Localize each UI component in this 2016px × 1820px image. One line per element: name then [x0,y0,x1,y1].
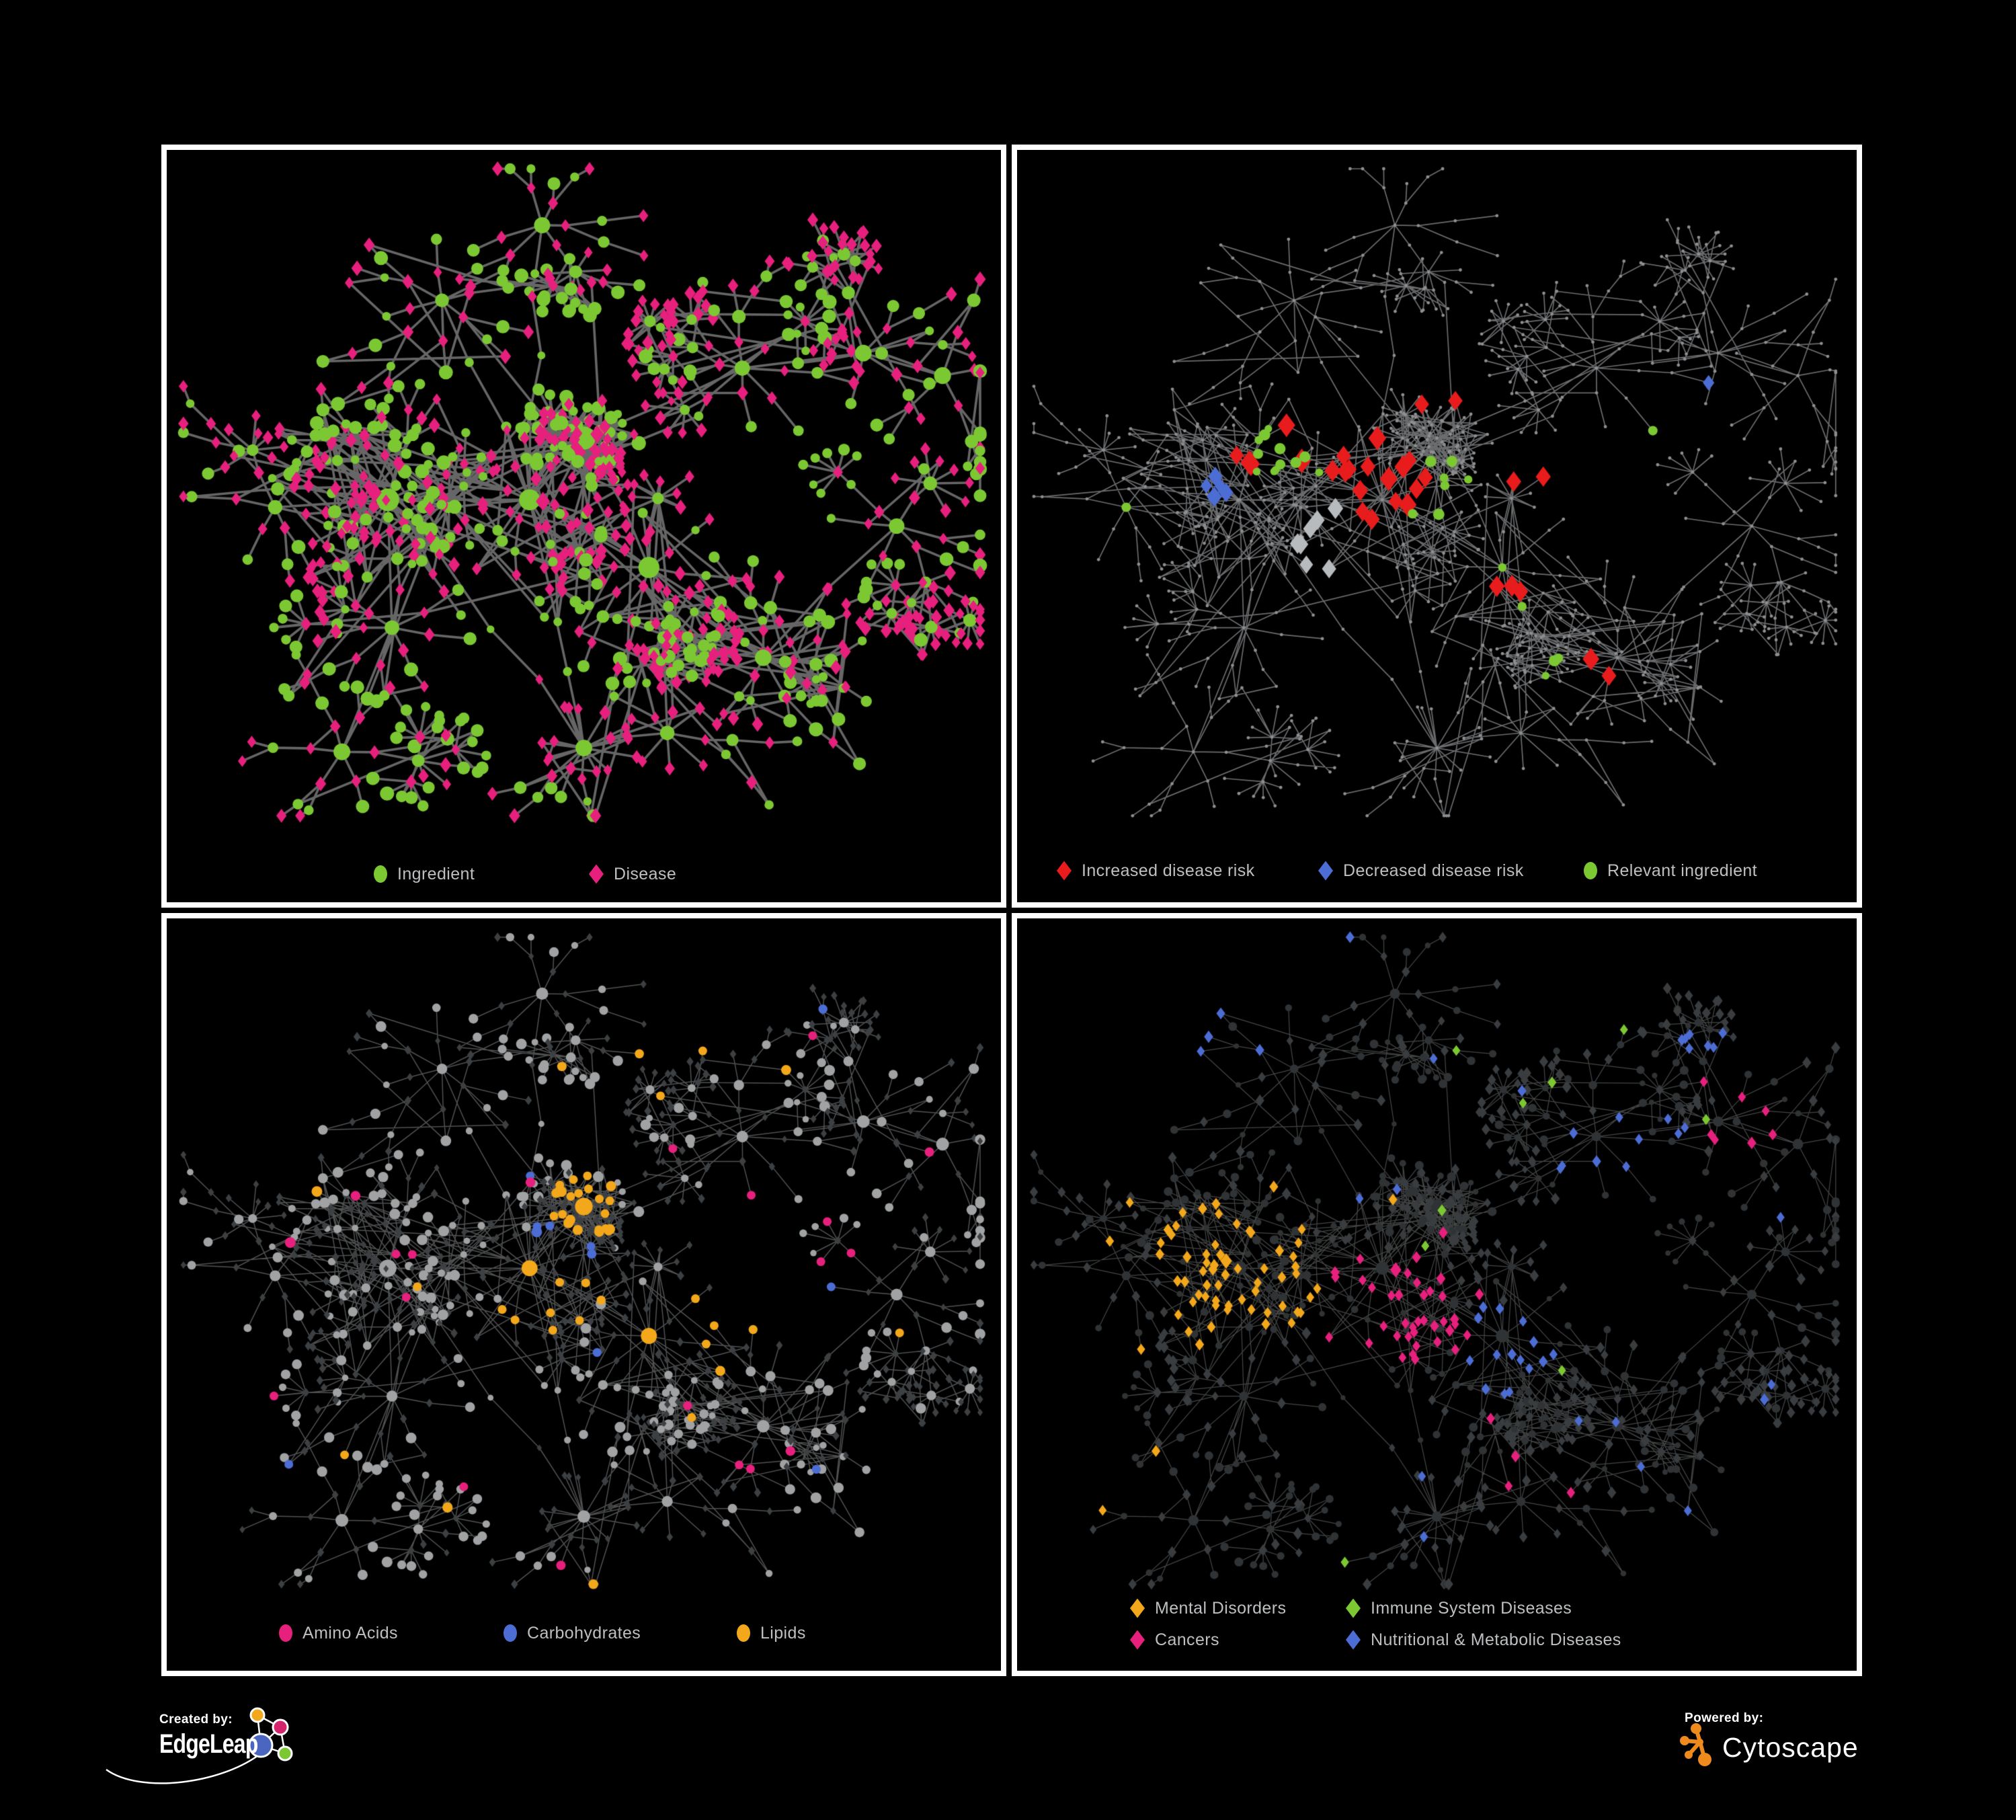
panel-ingredient-disease: Ingredient Disease [161,145,1006,908]
diamond-marker-icon [1318,861,1333,881]
legend-item-immune-system-diseases: Immune System Diseases [1346,1598,1572,1618]
legend-label: Mental Disorders [1155,1598,1287,1618]
network-canvas-ingredient-disease [167,150,1001,902]
legend-label: Immune System Diseases [1371,1598,1572,1618]
legend-label: Ingredient [397,864,475,883]
diamond-marker-icon [1130,1630,1145,1650]
created-by-label: Created by: [159,1712,233,1727]
edgeleap-wordmark: EdgeLeap [159,1729,258,1759]
network-canvas-disease-risk [1017,150,1857,902]
legend-label: Relevant ingredient [1607,861,1758,880]
legend-item-decreased-disease-risk: Decreased disease risk [1318,861,1524,881]
legend-label: Carbohydrates [527,1623,641,1643]
ellipse-marker-icon [279,1624,292,1642]
legend-item-nutritional-metabolic-diseases: Nutritional & Metabolic Diseases [1346,1630,1621,1650]
diamond-marker-icon [589,864,604,884]
panel-disease-category: Mental Disorders Immune System Diseases Ca… [1012,913,1862,1676]
legend-item-increased-disease-risk: Increased disease risk [1057,861,1255,881]
legend-item-mental-disorders: Mental Disorders [1130,1598,1286,1618]
ellipse-marker-icon [737,1624,750,1642]
legend-label: Decreased disease risk [1343,861,1524,880]
legend-label: Lipids [760,1623,806,1643]
legend-item-ingredient: Ingredient [374,864,475,884]
cytoscape-wordmark: Cytoscape [1722,1732,1859,1763]
panel-nutrient-class: Amino Acids Carbohydrates Lipids [161,913,1006,1676]
ellipse-marker-icon [503,1624,517,1642]
network-canvas-disease-category [1017,918,1857,1671]
legend-label: Nutritional & Metabolic Diseases [1371,1630,1621,1649]
panel-disease-risk: Increased disease risk Decreased disease … [1012,145,1862,908]
legend-item-relevant-ingredient: Relevant ingredient [1584,861,1757,881]
diamond-marker-icon [1130,1598,1145,1618]
legend-label: Cancers [1155,1630,1219,1649]
network-canvas-nutrient-class [167,918,1001,1671]
legend-item-cancers: Cancers [1130,1630,1219,1650]
cytoscape-logo-icon [1680,1723,1711,1766]
diamond-marker-icon [1346,1630,1361,1650]
powered-by-label: Powered by: [1685,1711,1764,1725]
ellipse-marker-icon [1584,862,1597,879]
ellipse-marker-icon [374,865,387,883]
legend-item-disease: Disease [589,864,676,884]
legend-label: Increased disease risk [1082,861,1255,880]
legend-label: Amino Acids [303,1623,398,1643]
diamond-marker-icon [1346,1598,1361,1618]
legend-item-lipids: Lipids [737,1623,806,1643]
legend-item-carbohydrates: Carbohydrates [503,1623,641,1643]
edgeleap-logo-icon [106,1707,293,1784]
legend-label: Disease [614,864,677,883]
legend-item-amino-acids: Amino Acids [279,1623,398,1643]
diamond-marker-icon [1057,861,1072,881]
